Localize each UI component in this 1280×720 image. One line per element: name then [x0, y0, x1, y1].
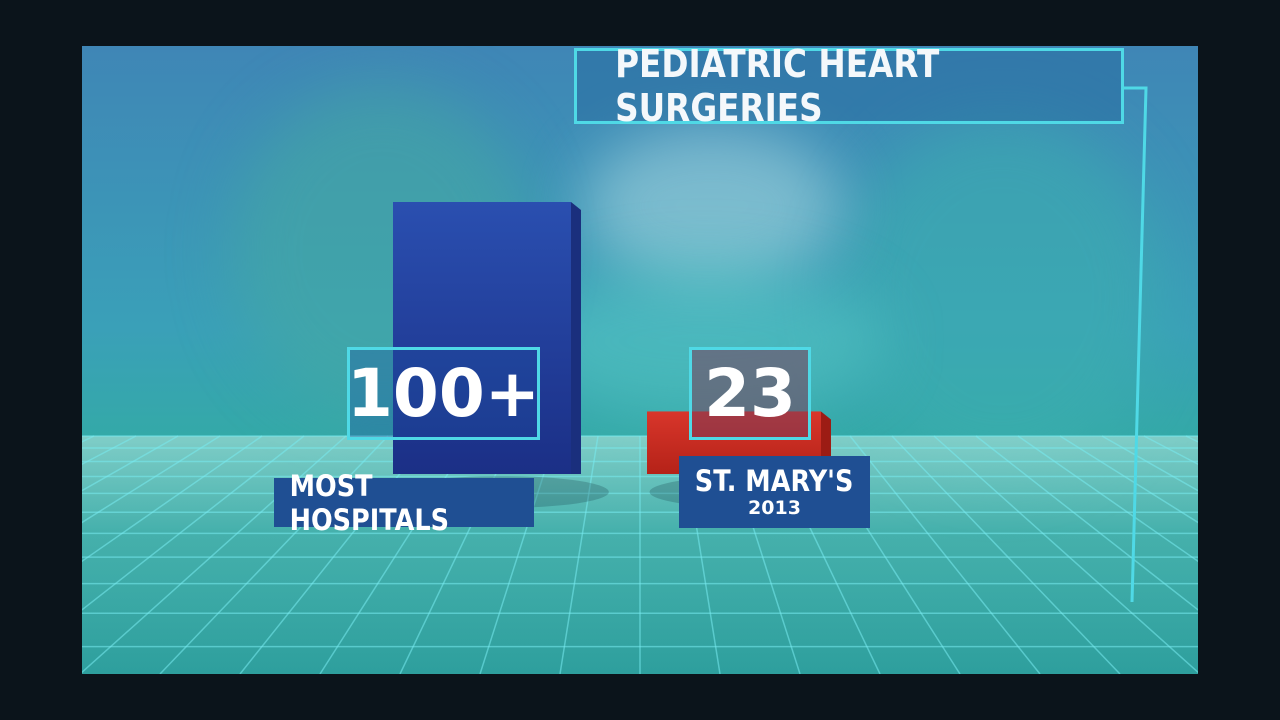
value-label-most-hospitals: 100+ [347, 347, 540, 440]
grid-line [239, 435, 431, 674]
grid-line [1059, 435, 1198, 524]
chart-title: PEDIATRIC HEART SURGERIES [615, 46, 940, 130]
grid-line [82, 435, 179, 492]
category-label-st-marys-text: ST. MARY'S [695, 464, 854, 498]
grid-line [1017, 435, 1198, 563]
value-label-st-marys: 23 [689, 347, 811, 440]
grid-line [891, 435, 1121, 674]
grid-line [319, 435, 473, 674]
bar-side-most-hospitals [571, 202, 581, 474]
chart-frame: PEDIATRIC HEART SURGERIES 100+ 23 MOST H… [82, 46, 1198, 674]
background-light [582, 126, 842, 286]
plot-area [393, 202, 859, 508]
grid-line [559, 435, 599, 674]
grid-line [399, 435, 515, 674]
category-label-most-hospitals-text: MOST HOSPITALS [289, 468, 450, 537]
grid-line [82, 435, 347, 674]
background-figure-right [842, 116, 1162, 476]
bar-most-hospitals [393, 202, 571, 474]
grid-line [82, 435, 263, 563]
chart-title-panel: PEDIATRIC HEART SURGERIES [574, 46, 1124, 130]
grid-line [479, 435, 557, 674]
grid-line [82, 435, 221, 524]
grid-line [82, 435, 305, 611]
grid-line [933, 435, 1198, 674]
grid-line [159, 435, 389, 674]
category-label-most-hospitals: MOST HOSPITALS [274, 469, 534, 537]
grid-line [1101, 435, 1198, 492]
floor-grid [82, 435, 1198, 674]
category-label-st-marys: ST. MARY'S 2013 [679, 456, 870, 528]
category-sublabel-st-marys: 2013 [748, 497, 801, 519]
grid-line [849, 435, 1041, 674]
